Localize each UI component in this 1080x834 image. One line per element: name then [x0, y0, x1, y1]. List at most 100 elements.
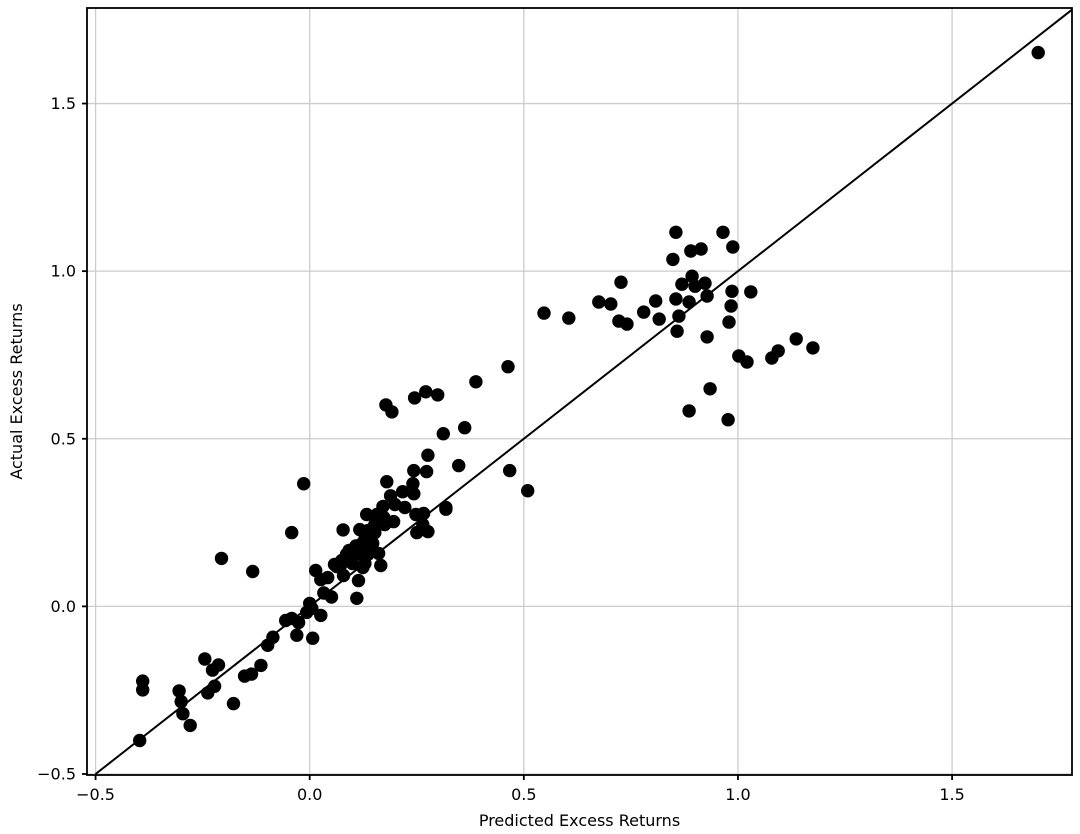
axes-frame	[86, 7, 1073, 776]
data-point	[398, 500, 412, 515]
data-point	[744, 285, 758, 299]
identity-line-path	[94, 8, 1073, 775]
data-point	[614, 275, 628, 289]
data-point	[501, 360, 515, 374]
grid-lines	[87, 8, 1072, 775]
data-point	[431, 388, 445, 402]
x-tick-label: −0.5	[76, 785, 115, 804]
data-point	[297, 477, 311, 491]
data-point	[682, 404, 696, 418]
data-point	[700, 330, 714, 344]
data-point	[336, 523, 350, 537]
data-point	[726, 240, 740, 254]
data-point	[592, 295, 606, 309]
data-point	[133, 733, 147, 748]
data-point	[562, 311, 576, 325]
data-point	[136, 683, 150, 697]
x-tick-label: 0.0	[297, 785, 322, 804]
data-point	[684, 244, 698, 258]
data-point	[419, 385, 433, 399]
data-point	[458, 421, 472, 435]
data-point	[716, 225, 730, 239]
data-point	[360, 507, 374, 522]
data-point	[354, 544, 368, 558]
y-tick-label: 1.0	[51, 262, 76, 281]
data-point	[740, 355, 754, 369]
data-point	[321, 570, 335, 585]
identity-line	[94, 8, 1073, 775]
data-point	[806, 341, 820, 355]
data-point	[666, 252, 680, 267]
data-point	[376, 499, 390, 514]
x-tick-label: 1.0	[725, 785, 750, 804]
data-point	[380, 475, 394, 489]
y-tick-label: 0.5	[51, 429, 76, 448]
data-point	[314, 608, 328, 623]
data-point	[172, 684, 186, 698]
y-tick-label: 1.5	[51, 94, 76, 113]
x-tick-label: 0.5	[511, 785, 536, 804]
data-point	[406, 477, 420, 491]
data-point	[285, 525, 299, 540]
data-point	[407, 391, 422, 405]
data-point	[1031, 45, 1045, 60]
data-point	[290, 628, 304, 642]
data-point	[503, 463, 517, 478]
data-point	[669, 292, 683, 306]
data-point	[537, 306, 551, 320]
data-point	[385, 405, 399, 419]
tick-labels: −0.5 0.0 0.5 1.0 1.5 −0.5 0.0 0.5 1.0 1.5	[37, 94, 965, 804]
data-point	[395, 485, 410, 499]
data-point	[771, 344, 785, 358]
data-point	[416, 506, 431, 521]
data-point	[244, 667, 259, 681]
data-point	[721, 413, 735, 427]
data-point	[419, 464, 434, 479]
data-point	[201, 686, 215, 700]
data-point	[675, 277, 689, 291]
y-tick-label: 0.0	[51, 597, 76, 616]
plot-frame	[86, 7, 1073, 776]
data-point	[211, 658, 226, 672]
data-point	[421, 524, 435, 539]
data-point	[183, 718, 197, 733]
data-point	[371, 546, 386, 561]
data-point	[324, 590, 339, 604]
data-point	[669, 225, 683, 239]
data-point	[694, 242, 708, 256]
data-point	[789, 332, 803, 346]
y-tick-label: −0.5	[37, 764, 76, 783]
data-point	[725, 284, 739, 298]
data-point	[703, 382, 717, 396]
x-tick-label: 1.5	[939, 785, 964, 804]
data-point	[698, 276, 712, 290]
data-point	[306, 631, 320, 645]
data-point	[436, 427, 450, 441]
x-axis-title: Predicted Excess Returns	[479, 811, 680, 830]
data-point	[226, 696, 241, 711]
data-point	[176, 707, 190, 721]
data-point	[266, 630, 280, 644]
data-point	[682, 295, 696, 309]
data-point	[724, 299, 738, 313]
data-point	[439, 502, 453, 516]
data-point	[291, 615, 306, 630]
data-point	[452, 458, 466, 473]
data-point	[421, 448, 435, 462]
data-point	[670, 324, 684, 338]
data-point	[672, 309, 686, 323]
data-point	[652, 312, 666, 326]
data-point	[358, 529, 373, 543]
data-point	[722, 315, 736, 329]
data-point	[174, 694, 188, 709]
data-point	[521, 484, 535, 498]
data-point	[407, 487, 421, 501]
data-point	[386, 514, 401, 529]
scatter-points	[133, 45, 1045, 748]
data-point	[700, 289, 714, 303]
data-point	[214, 551, 229, 566]
data-point	[351, 573, 366, 588]
data-point	[350, 591, 364, 605]
